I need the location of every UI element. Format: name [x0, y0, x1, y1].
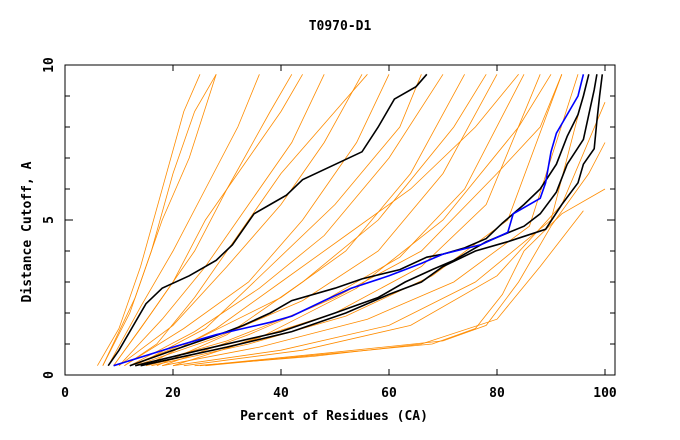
- x-tick-label: 20: [165, 386, 181, 401]
- x-tick-label: 60: [381, 386, 397, 401]
- other-model-line: [129, 74, 444, 367]
- other-model-line: [97, 74, 201, 366]
- x-tick-label: 80: [489, 386, 505, 401]
- reference-line: [107, 73, 428, 367]
- other-model-line: [118, 74, 363, 367]
- y-tick-label: 5: [42, 216, 57, 224]
- y-tick-label: 0: [42, 371, 57, 379]
- x-tick-label: 100: [593, 386, 617, 401]
- other-model-line: [124, 74, 368, 367]
- x-axis-label: Percent of Residues (CA): [240, 409, 428, 424]
- other-model-line: [135, 74, 498, 367]
- highlight-lines: [113, 74, 585, 367]
- other-model-line: [145, 74, 519, 367]
- reference-line: [129, 74, 590, 367]
- chart-title: T0970-D1: [309, 19, 372, 34]
- highlight-line: [113, 74, 585, 367]
- other-model-line: [172, 74, 552, 367]
- other-model-line: [107, 74, 260, 366]
- other-model-line: [172, 74, 590, 367]
- other-model-line: [118, 74, 325, 366]
- other-model-line: [199, 142, 606, 367]
- reference-line: [135, 74, 598, 367]
- x-tick-label: 0: [61, 386, 69, 401]
- y-tick-label: 10: [42, 57, 57, 73]
- y-axis-label: Distance Cutoff, A: [20, 161, 35, 302]
- x-tick-label: 40: [273, 386, 289, 401]
- other-model-line: [162, 74, 563, 367]
- other-model-line: [102, 74, 217, 366]
- other-model-line: [156, 74, 487, 367]
- other-model-lines: [97, 74, 606, 367]
- other-model-line: [113, 74, 303, 366]
- other-model-line: [151, 74, 563, 367]
- other-model-line: [102, 74, 217, 366]
- reference-line: [140, 74, 604, 367]
- other-model-line: [183, 102, 606, 367]
- other-model-line: [162, 74, 579, 367]
- other-model-line: [135, 74, 422, 367]
- axis-ticks: 0 20 40 60 80 100 0 5 10: [42, 57, 617, 401]
- other-model-line: [140, 74, 525, 367]
- other-model-line: [124, 74, 390, 367]
- other-model-line: [113, 74, 293, 366]
- other-model-line: [194, 210, 584, 367]
